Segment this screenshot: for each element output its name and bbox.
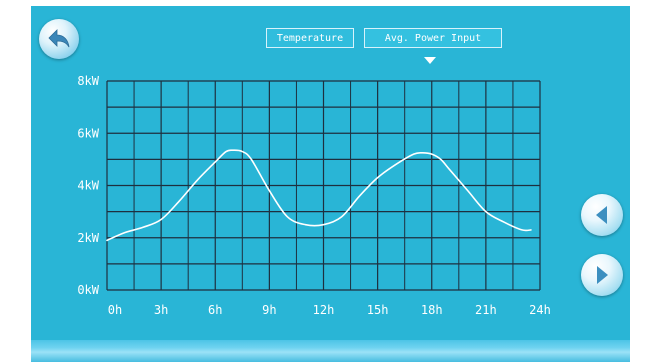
tab-avg-power-input[interactable]: Avg. Power Input — [364, 28, 502, 48]
y-tick-label: 0kW — [77, 283, 99, 297]
y-tick-label: 6kW — [77, 126, 99, 140]
triangle-left-icon — [596, 206, 607, 224]
y-tick-label: 8kW — [77, 74, 99, 88]
x-tick-label: 12h — [313, 303, 335, 317]
power-chart: 0kW 2kW 4kW 6kW 8kW 0h 3h 6h 9h 12h 15h 18h 21h 24h — [77, 74, 551, 317]
x-tick-label: 6h — [208, 303, 222, 317]
app-panel: 0kW 2kW 4kW 6kW 8kW 0h 3h 6h 9h 12h 15h 18h 21h 24h … — [31, 6, 630, 362]
y-tick-label: 4kW — [77, 179, 99, 193]
tab-temperature[interactable]: Temperature — [266, 28, 354, 48]
x-tick-label: 9h — [262, 303, 276, 317]
x-tick-label: 21h — [475, 303, 497, 317]
triangle-right-icon — [597, 266, 608, 284]
x-axis-ticks: 0h 3h 6h 9h 12h 15h 18h 21h 24h — [108, 303, 551, 317]
back-arrow-icon — [48, 29, 70, 48]
y-axis-ticks: 0kW 2kW 4kW 6kW 8kW — [77, 74, 99, 297]
back-button[interactable] — [39, 19, 79, 59]
prev-button[interactable] — [581, 194, 623, 236]
x-tick-label: 15h — [367, 303, 389, 317]
next-button[interactable] — [581, 254, 623, 296]
power-series-line — [106, 149, 532, 242]
bottom-bar — [31, 340, 630, 362]
active-tab-pointer — [424, 57, 436, 64]
chart-grid — [106, 80, 541, 291]
x-tick-label: 24h — [529, 303, 551, 317]
x-tick-label: 3h — [154, 303, 168, 317]
y-tick-label: 2kW — [77, 231, 99, 245]
x-tick-label: 18h — [421, 303, 443, 317]
x-tick-label: 0h — [108, 303, 122, 317]
